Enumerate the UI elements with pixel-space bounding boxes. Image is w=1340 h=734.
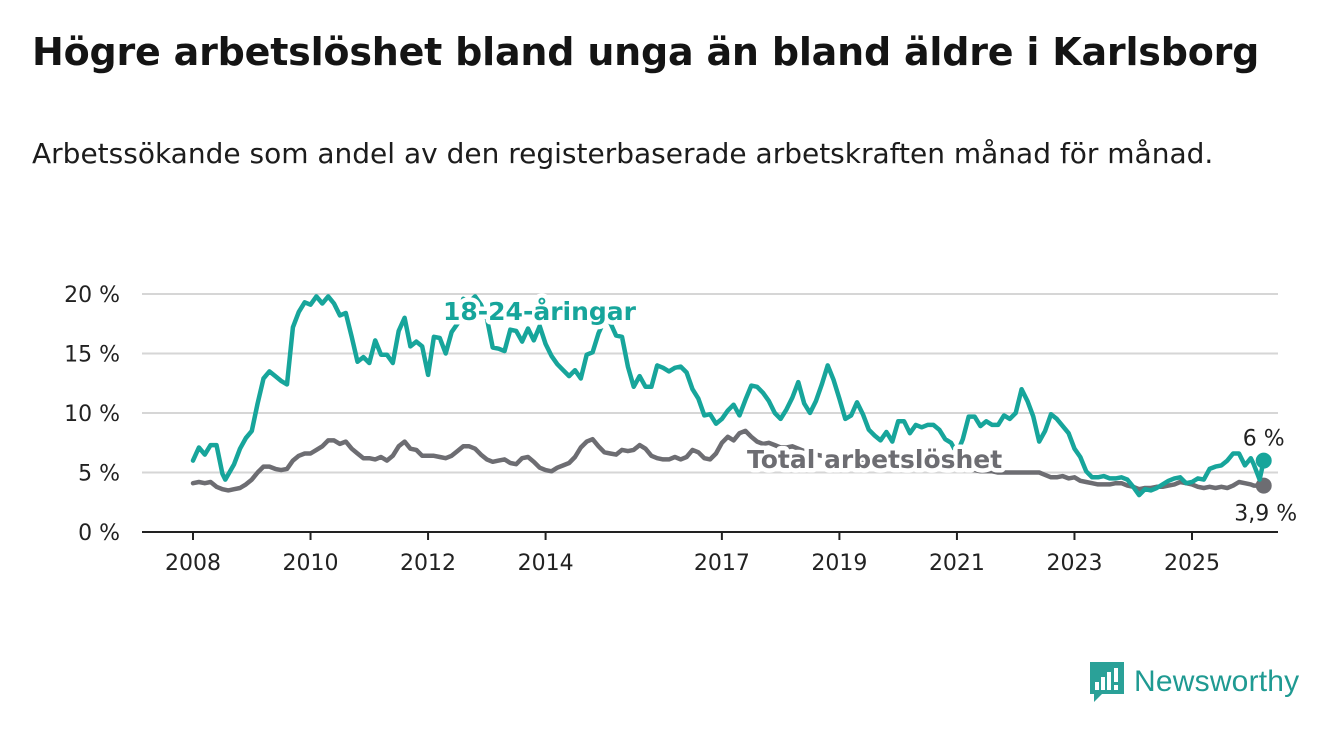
x-tick-label: 2019: [811, 551, 867, 576]
brand-name: Newsworthy: [1134, 665, 1300, 698]
y-gridlines: [142, 293, 1278, 474]
y-tick-label: 5 %: [78, 462, 120, 487]
x-tick-label: 2012: [400, 551, 456, 576]
x-tick-label: 2023: [1046, 551, 1102, 576]
x-tick-label: 2008: [165, 551, 221, 576]
x-tick-label: 2025: [1164, 551, 1220, 576]
y-axis-ticks: 0 % 5 % 10 % 15 % 20 %: [64, 283, 120, 546]
series-label-youth: 18-24-åringar: [443, 297, 637, 326]
end-label-total: 3,9 %: [1234, 502, 1297, 527]
x-tick-label: 2014: [518, 551, 574, 576]
x-axis-ticks: 2008 2010 2012 2014 2017 2019 2021 2023 2025: [165, 532, 1220, 576]
y-tick-label: 10 %: [64, 402, 120, 427]
series-line-total-arbetsl-shet: [190, 428, 1266, 493]
page-subtitle: Arbetssökande som andel av den registerb…: [32, 137, 1214, 170]
bar-chart-exclamation-icon: [1090, 662, 1124, 702]
y-tick-label: 20 %: [64, 283, 120, 308]
series-lines: [190, 294, 1272, 498]
series-labels: 18-24-åringar Total arbetslöshet 6 % 3,9 %: [439, 293, 1301, 530]
x-tick-label: 2021: [929, 551, 985, 576]
x-tick-label: 2017: [694, 551, 750, 576]
end-label-youth: 6 %: [1243, 427, 1285, 452]
newsworthy-logo: Newsworthy: [1088, 660, 1299, 704]
series-label-total: Total arbetslöshet: [747, 445, 1002, 474]
x-tick-label: 2010: [283, 551, 339, 576]
page-title: Högre arbetslöshet bland unga än bland ä…: [32, 30, 1260, 74]
end-point-18-24-ringar: [1255, 452, 1272, 469]
y-tick-label: 0 %: [78, 521, 120, 546]
y-tick-label: 15 %: [64, 343, 120, 368]
series-line-18-24-ringar: [190, 294, 1266, 498]
